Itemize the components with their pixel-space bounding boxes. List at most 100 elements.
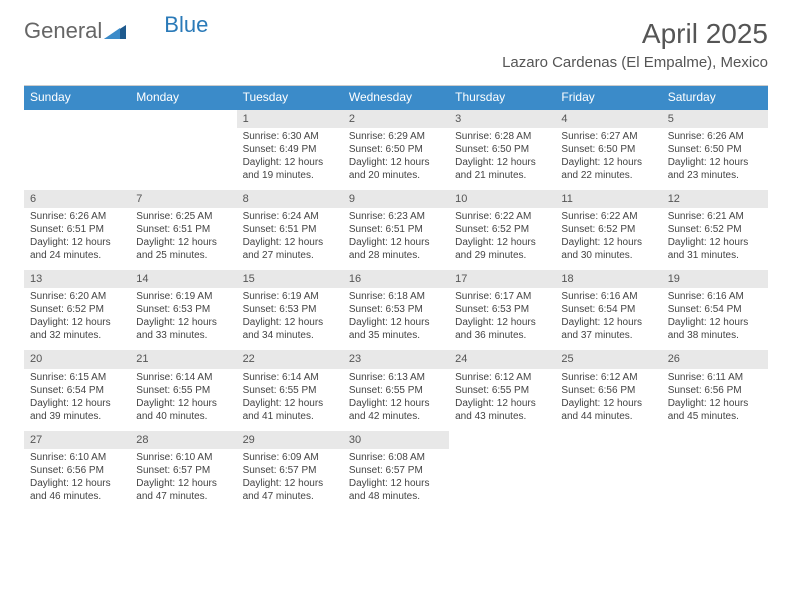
day-cell: Sunrise: 6:11 AMSunset: 6:56 PMDaylight:…: [662, 369, 768, 431]
sunrise-text: Sunrise: 6:14 AM: [136, 371, 230, 384]
day-number: 18: [555, 270, 661, 288]
sunrise-text: Sunrise: 6:11 AM: [668, 371, 762, 384]
sunset-text: Sunset: 6:53 PM: [455, 303, 549, 316]
sunset-text: Sunset: 6:52 PM: [30, 303, 124, 316]
daylight-text: Daylight: 12 hours and 32 minutes.: [30, 316, 124, 342]
sunset-text: Sunset: 6:54 PM: [668, 303, 762, 316]
day-cell: Sunrise: 6:21 AMSunset: 6:52 PMDaylight:…: [662, 208, 768, 270]
sunset-text: Sunset: 6:57 PM: [349, 464, 443, 477]
day-content-row: Sunrise: 6:10 AMSunset: 6:56 PMDaylight:…: [24, 449, 768, 511]
sunset-text: Sunset: 6:51 PM: [349, 223, 443, 236]
daylight-text: Daylight: 12 hours and 47 minutes.: [243, 477, 337, 503]
day-cell: Sunrise: 6:08 AMSunset: 6:57 PMDaylight:…: [343, 449, 449, 511]
sunrise-text: Sunrise: 6:22 AM: [561, 210, 655, 223]
sunset-text: Sunset: 6:52 PM: [561, 223, 655, 236]
sunrise-text: Sunrise: 6:15 AM: [30, 371, 124, 384]
daylight-text: Daylight: 12 hours and 27 minutes.: [243, 236, 337, 262]
brand-triangle-icon: [104, 23, 126, 39]
daylight-text: Daylight: 12 hours and 24 minutes.: [30, 236, 124, 262]
sunrise-text: Sunrise: 6:26 AM: [668, 130, 762, 143]
day-cell: Sunrise: 6:26 AMSunset: 6:50 PMDaylight:…: [662, 128, 768, 190]
weekday-header: Saturday: [662, 86, 768, 110]
day-cell: Sunrise: 6:13 AMSunset: 6:55 PMDaylight:…: [343, 369, 449, 431]
sunset-text: Sunset: 6:54 PM: [30, 384, 124, 397]
page-header: General Blue April 2025 Lazaro Cardenas …: [0, 0, 792, 79]
day-number-row: 27282930: [24, 431, 768, 449]
day-number: 28: [130, 431, 236, 449]
sunrise-text: Sunrise: 6:19 AM: [243, 290, 337, 303]
day-cell-empty: [24, 128, 130, 190]
day-cell: Sunrise: 6:26 AMSunset: 6:51 PMDaylight:…: [24, 208, 130, 270]
sunrise-text: Sunrise: 6:20 AM: [30, 290, 124, 303]
sunset-text: Sunset: 6:49 PM: [243, 143, 337, 156]
sunset-text: Sunset: 6:56 PM: [668, 384, 762, 397]
brand-logo: General Blue: [24, 18, 208, 44]
sunrise-text: Sunrise: 6:21 AM: [668, 210, 762, 223]
daylight-text: Daylight: 12 hours and 39 minutes.: [30, 397, 124, 423]
day-cell: Sunrise: 6:22 AMSunset: 6:52 PMDaylight:…: [555, 208, 661, 270]
sunset-text: Sunset: 6:50 PM: [349, 143, 443, 156]
weekday-header: Sunday: [24, 86, 130, 110]
sunrise-text: Sunrise: 6:09 AM: [243, 451, 337, 464]
sunset-text: Sunset: 6:54 PM: [561, 303, 655, 316]
sunset-text: Sunset: 6:55 PM: [455, 384, 549, 397]
sunrise-text: Sunrise: 6:28 AM: [455, 130, 549, 143]
sunrise-text: Sunrise: 6:24 AM: [243, 210, 337, 223]
day-number-row: 20212223242526: [24, 350, 768, 368]
sunrise-text: Sunrise: 6:14 AM: [243, 371, 337, 384]
sunrise-text: Sunrise: 6:19 AM: [136, 290, 230, 303]
sunrise-text: Sunrise: 6:08 AM: [349, 451, 443, 464]
day-cell: Sunrise: 6:25 AMSunset: 6:51 PMDaylight:…: [130, 208, 236, 270]
day-cell: Sunrise: 6:28 AMSunset: 6:50 PMDaylight:…: [449, 128, 555, 190]
day-cell-empty: [662, 449, 768, 511]
sunset-text: Sunset: 6:57 PM: [136, 464, 230, 477]
brand-part2: Blue: [164, 12, 208, 38]
calendar-grid: SundayMondayTuesdayWednesdayThursdayFrid…: [24, 85, 768, 511]
day-number: 9: [343, 190, 449, 208]
day-number: 12: [662, 190, 768, 208]
day-number: 30: [343, 431, 449, 449]
sunrise-text: Sunrise: 6:16 AM: [561, 290, 655, 303]
day-cell: Sunrise: 6:19 AMSunset: 6:53 PMDaylight:…: [237, 288, 343, 350]
day-number-row: 12345: [24, 110, 768, 128]
day-number: 17: [449, 270, 555, 288]
sunrise-text: Sunrise: 6:22 AM: [455, 210, 549, 223]
sunset-text: Sunset: 6:56 PM: [561, 384, 655, 397]
sunrise-text: Sunrise: 6:30 AM: [243, 130, 337, 143]
day-number: 3: [449, 110, 555, 128]
sunset-text: Sunset: 6:51 PM: [30, 223, 124, 236]
day-number: 23: [343, 350, 449, 368]
weekday-header: Wednesday: [343, 86, 449, 110]
day-number: 29: [237, 431, 343, 449]
daylight-text: Daylight: 12 hours and 34 minutes.: [243, 316, 337, 342]
day-cell: Sunrise: 6:24 AMSunset: 6:51 PMDaylight:…: [237, 208, 343, 270]
daylight-text: Daylight: 12 hours and 19 minutes.: [243, 156, 337, 182]
sunrise-text: Sunrise: 6:16 AM: [668, 290, 762, 303]
sunset-text: Sunset: 6:53 PM: [243, 303, 337, 316]
day-number: 26: [662, 350, 768, 368]
weekday-header-row: SundayMondayTuesdayWednesdayThursdayFrid…: [24, 86, 768, 110]
day-cell: Sunrise: 6:19 AMSunset: 6:53 PMDaylight:…: [130, 288, 236, 350]
day-cell: Sunrise: 6:14 AMSunset: 6:55 PMDaylight:…: [130, 369, 236, 431]
daylight-text: Daylight: 12 hours and 23 minutes.: [668, 156, 762, 182]
daylight-text: Daylight: 12 hours and 44 minutes.: [561, 397, 655, 423]
daylight-text: Daylight: 12 hours and 47 minutes.: [136, 477, 230, 503]
day-number: 4: [555, 110, 661, 128]
daylight-text: Daylight: 12 hours and 38 minutes.: [668, 316, 762, 342]
daylight-text: Daylight: 12 hours and 25 minutes.: [136, 236, 230, 262]
sunset-text: Sunset: 6:55 PM: [243, 384, 337, 397]
day-content-row: Sunrise: 6:15 AMSunset: 6:54 PMDaylight:…: [24, 369, 768, 431]
day-number-empty: [662, 431, 768, 449]
day-number: 2: [343, 110, 449, 128]
day-cell: Sunrise: 6:30 AMSunset: 6:49 PMDaylight:…: [237, 128, 343, 190]
weekday-header: Tuesday: [237, 86, 343, 110]
day-content-row: Sunrise: 6:26 AMSunset: 6:51 PMDaylight:…: [24, 208, 768, 270]
day-cell: Sunrise: 6:15 AMSunset: 6:54 PMDaylight:…: [24, 369, 130, 431]
day-cell: Sunrise: 6:10 AMSunset: 6:56 PMDaylight:…: [24, 449, 130, 511]
day-cell-empty: [130, 128, 236, 190]
day-number: 7: [130, 190, 236, 208]
day-number: 15: [237, 270, 343, 288]
sunrise-text: Sunrise: 6:25 AM: [136, 210, 230, 223]
day-cell: Sunrise: 6:10 AMSunset: 6:57 PMDaylight:…: [130, 449, 236, 511]
sunset-text: Sunset: 6:51 PM: [243, 223, 337, 236]
